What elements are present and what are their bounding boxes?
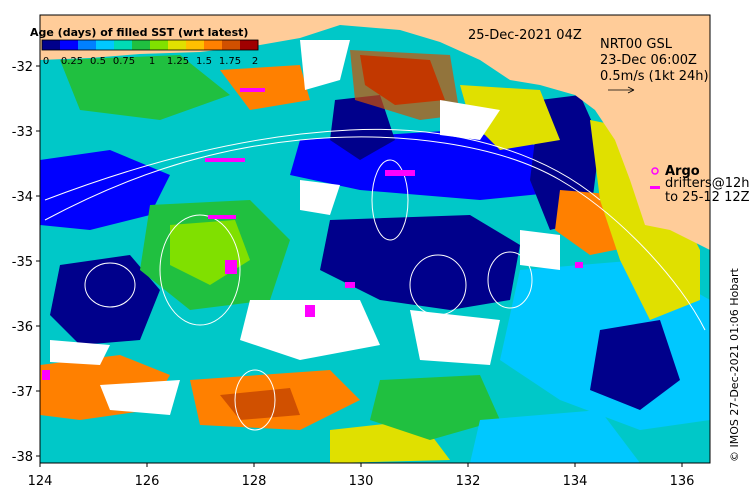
drifter-segment-5 <box>385 170 415 176</box>
eddy-contour-5 <box>371 159 409 241</box>
colorbar: Age (days) of filled SST (wrt latest) 0 … <box>30 26 259 67</box>
lat-label-34: -34 <box>12 190 33 205</box>
drifter-tracks <box>42 88 583 380</box>
drifter-segment-2 <box>208 215 236 219</box>
axis-ticks <box>36 65 683 467</box>
lat-label-33: -33 <box>12 125 33 140</box>
product-time: 23-Dec 06:00Z <box>600 53 697 68</box>
colorbar-swatch <box>42 40 61 50</box>
eddy-contour-2 <box>84 262 136 308</box>
eddy-contour-6 <box>234 369 276 431</box>
product-name: NRT00 GSL <box>600 37 673 52</box>
no-data-patch-8 <box>300 180 340 215</box>
no-data-patch-3 <box>410 310 500 365</box>
colorbar-swatch <box>222 40 241 50</box>
colorbar-tick-1.75: 1.75 <box>219 56 241 67</box>
colorbar-swatch <box>168 40 187 50</box>
scale-label: 0.5m/s (1kt 24h) <box>600 69 709 84</box>
lon-label-124: 124 <box>28 474 53 489</box>
sst-patch-yellow-northeast <box>460 85 560 150</box>
drifter-segment-4 <box>305 305 315 317</box>
drifter-segment-3 <box>225 260 237 274</box>
colorbar-swatch <box>114 40 133 50</box>
lat-label-38: -38 <box>12 450 33 465</box>
lon-label-132: 132 <box>456 474 481 489</box>
sst-patch-navy-north <box>330 95 395 160</box>
argo-label: Argo <box>665 164 700 179</box>
colorbar-tick-2: 2 <box>252 56 258 67</box>
plot-frame <box>39 14 711 464</box>
eddy-contour-4 <box>487 251 533 309</box>
colorbar-swatch <box>132 40 151 50</box>
colorbar-tick-0.25: 0.25 <box>61 56 83 67</box>
colorbar-swatch <box>240 40 259 50</box>
lon-label-126: 126 <box>135 474 160 489</box>
eddy-contour-1 <box>159 214 241 326</box>
no-data-patch-1 <box>300 40 350 90</box>
colorbar-frame <box>41 39 259 51</box>
lon-label-136: 136 <box>670 474 695 489</box>
drifter-segment-7 <box>345 282 355 288</box>
sst-patch-blue-west <box>40 150 170 230</box>
sst-contours <box>44 128 706 431</box>
slope-contour <box>44 128 601 201</box>
colorbar-swatch <box>60 40 79 50</box>
land-mass <box>40 15 710 250</box>
lon-label-128: 128 <box>242 474 267 489</box>
no-data-patch-7 <box>520 230 560 270</box>
current-legend: NRT00 GSL 23-Dec 06:00Z 0.5m/s (1kt 24h) <box>600 37 709 94</box>
lon-tick-labels: 124 126 128 130 132 134 136 <box>28 474 695 489</box>
colorbar-swatch <box>78 40 97 50</box>
drifter-segment-1 <box>205 158 245 162</box>
sst-patch-green-south <box>370 375 500 440</box>
drifters-time-label: to 25-12 12Z <box>665 190 750 205</box>
colorbar-tick-0: 0 <box>43 56 49 67</box>
colorbar-tick-1.25: 1.25 <box>167 56 189 67</box>
shelf-contour <box>44 136 706 331</box>
argo-marker <box>651 167 659 175</box>
sst-patch-navy-southeast <box>590 320 680 410</box>
argo-drifter-legend: Argo drifters@12h to 25-12 12Z <box>650 164 750 205</box>
lon-label-130: 130 <box>349 474 374 489</box>
colorbar-title: Age (days) of filled SST (wrt latest) <box>30 26 248 39</box>
colorbar-tick-labels: 0 0.25 0.5 0.75 1 1.25 1.5 1.75 2 <box>43 56 258 67</box>
lat-tick-labels: -32 -33 -34 -35 -36 -37 -38 <box>12 60 33 465</box>
sst-patch-lightblue-southeast <box>470 410 640 463</box>
drifter-segment-6 <box>240 88 265 92</box>
eddy-contour-3 <box>409 254 467 316</box>
sst-patch-green-north <box>60 55 230 120</box>
colorbar-swatch <box>186 40 205 50</box>
no-data-patch-2 <box>240 300 380 360</box>
no-data-patch-6 <box>440 100 500 140</box>
colorbar-tick-1: 1 <box>149 56 155 67</box>
colorbar-swatch <box>96 40 115 50</box>
lat-label-37: -37 <box>12 385 33 400</box>
colorbar-tick-0.5: 0.5 <box>90 56 106 67</box>
no-data-patch-4 <box>50 340 110 365</box>
colorbar-swatches <box>42 40 259 50</box>
lat-label-36: -36 <box>12 320 33 335</box>
credit-text: © IMOS 27-Dec-2021 01:06 Hobart <box>728 267 741 462</box>
drifter-marker <box>650 186 660 189</box>
lat-label-35: -35 <box>12 255 33 270</box>
scale-arrow-head <box>627 86 635 94</box>
sst-patch-orange-north <box>220 65 310 110</box>
colorbar-tick-1.5: 1.5 <box>196 56 212 67</box>
colorbar-swatch <box>204 40 223 50</box>
sst-patch-darkorange-south <box>220 388 300 420</box>
lon-label-134: 134 <box>563 474 588 489</box>
sst-patch-darkorange-north <box>350 50 460 120</box>
sst-patch-navy-west <box>50 255 160 345</box>
drifter-segment-8 <box>575 262 583 268</box>
date-label: 25-Dec-2021 04Z <box>468 28 582 43</box>
colorbar-tick-0.75: 0.75 <box>113 56 135 67</box>
lat-label-32: -32 <box>12 60 33 75</box>
no-data-patch-5 <box>100 380 180 415</box>
colorbar-swatch <box>150 40 169 50</box>
drifters-label: drifters@12h <box>665 176 750 191</box>
drifter-segment-9 <box>42 370 50 380</box>
